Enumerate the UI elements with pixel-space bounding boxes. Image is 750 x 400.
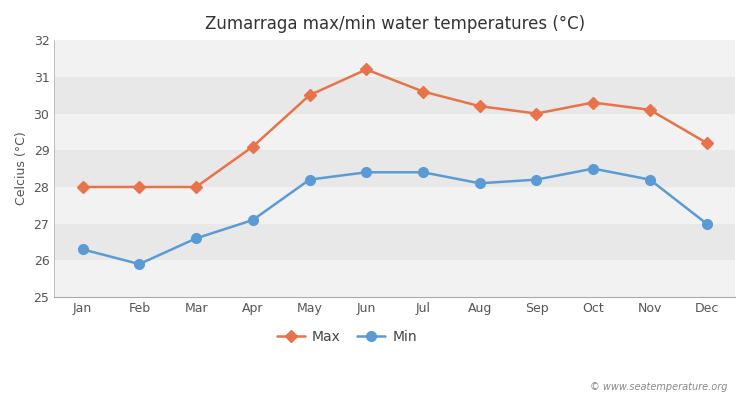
Min (702, 221, 711, 226)
Bar (54, 187, 735, 224)
Min (248, 218, 257, 222)
Bar (54, 150, 735, 187)
Max (532, 111, 541, 116)
Min (135, 262, 144, 266)
Line: Min: Min (78, 164, 712, 269)
Min (476, 181, 484, 186)
Line: Max: Max (79, 65, 711, 191)
Min (362, 170, 370, 175)
Bar (54, 77, 735, 114)
Max (589, 100, 598, 105)
Max (476, 104, 484, 108)
Bar (54, 260, 735, 297)
Text: © www.seatemperature.org: © www.seatemperature.org (590, 382, 728, 392)
Min (191, 236, 200, 241)
Max (248, 144, 257, 149)
Min (646, 177, 655, 182)
Max (419, 89, 428, 94)
Min (419, 170, 428, 175)
Max (646, 108, 655, 112)
Max (78, 184, 87, 189)
Min (78, 247, 87, 252)
Min (532, 177, 541, 182)
Max (702, 140, 711, 145)
Max (135, 184, 144, 189)
Min (305, 177, 314, 182)
Bar (54, 224, 735, 260)
Legend: Max, Min: Max, Min (272, 324, 422, 349)
Max (305, 93, 314, 98)
Bar (54, 114, 735, 150)
Max (191, 184, 200, 189)
Max (362, 67, 370, 72)
Min (589, 166, 598, 171)
Bar (54, 40, 735, 77)
Y-axis label: Celcius (°C): Celcius (°C) (15, 132, 28, 206)
Title: Zumarraga max/min water temperatures (°C): Zumarraga max/min water temperatures (°C… (205, 15, 585, 33)
